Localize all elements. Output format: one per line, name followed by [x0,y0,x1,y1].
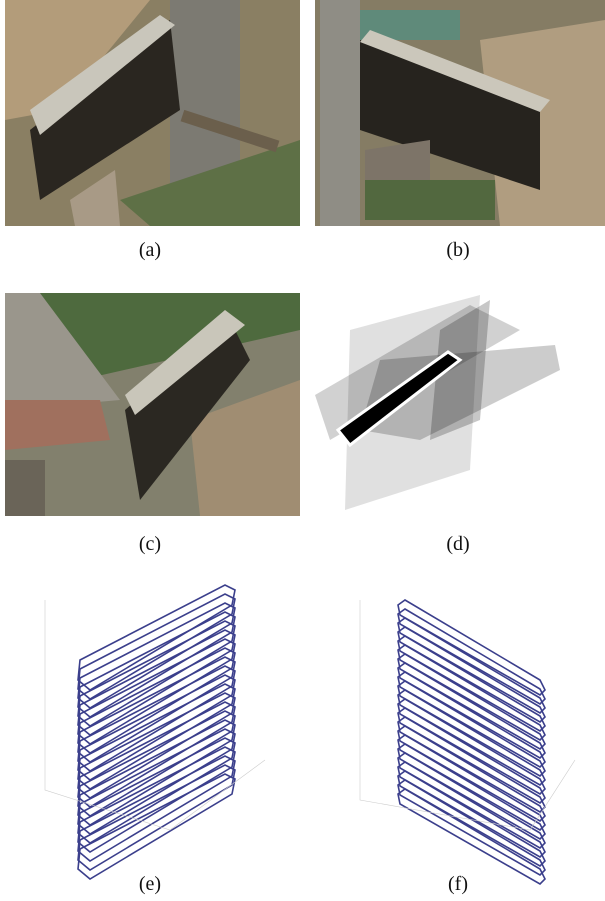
panel-label: (d) [446,533,469,555]
panel-label: (e) [139,873,161,895]
panel-label: (b) [446,239,469,261]
wireframe-e [78,585,235,879]
panel-label: (f) [448,873,468,895]
photo-b [315,0,605,226]
wireframe-f [398,600,545,884]
panel-label: (a) [139,239,161,261]
panel-label: (c) [139,533,161,555]
figure: (a) (b) (c) (d) (e) (f) [0,0,605,901]
photo-c [5,293,300,516]
diagram-d [315,293,605,516]
photo-a [5,0,300,226]
